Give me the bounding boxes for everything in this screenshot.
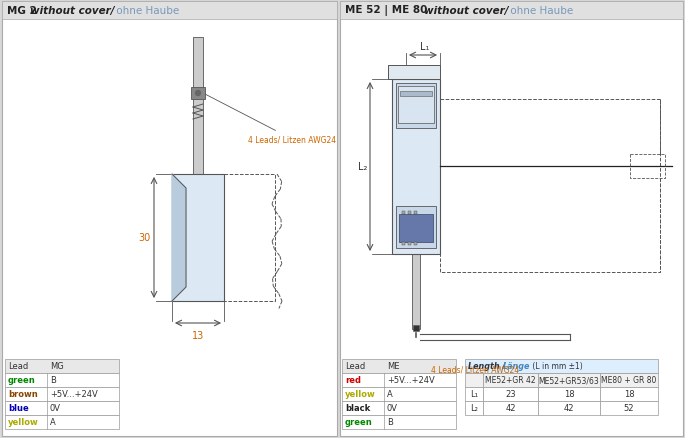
Text: 0V: 0V bbox=[387, 403, 398, 413]
Text: 42: 42 bbox=[564, 403, 574, 413]
Text: black: black bbox=[345, 403, 371, 413]
Bar bbox=[465, 373, 483, 387]
Text: ME80 + GR 80: ME80 + GR 80 bbox=[601, 376, 657, 385]
Text: 4 Leads/ Litzen AWG24: 4 Leads/ Litzen AWG24 bbox=[206, 95, 336, 144]
Bar bbox=[483, 401, 538, 415]
Text: 18: 18 bbox=[564, 390, 574, 399]
Bar bbox=[400, 92, 432, 97]
Polygon shape bbox=[172, 175, 186, 301]
Bar bbox=[193, 38, 203, 175]
Bar bbox=[388, 66, 440, 80]
Bar bbox=[340, 2, 683, 436]
Bar bbox=[465, 359, 658, 373]
Text: A: A bbox=[50, 417, 55, 427]
Text: MG 2: MG 2 bbox=[7, 6, 40, 16]
Text: yellow: yellow bbox=[345, 390, 376, 399]
Text: green: green bbox=[8, 376, 36, 385]
Text: ohne Haube: ohne Haube bbox=[507, 6, 573, 16]
Bar bbox=[408, 243, 411, 245]
Text: Lead: Lead bbox=[345, 362, 365, 371]
Bar bbox=[342, 359, 456, 373]
Text: yellow: yellow bbox=[8, 417, 39, 427]
Text: 4 Leads/ Litzen AWG24: 4 Leads/ Litzen AWG24 bbox=[431, 365, 519, 374]
Bar bbox=[398, 87, 434, 124]
Text: Länge: Länge bbox=[503, 362, 530, 371]
Bar bbox=[396, 207, 436, 248]
Bar bbox=[224, 175, 275, 301]
Text: L₁: L₁ bbox=[470, 390, 478, 399]
Text: ohne Haube: ohne Haube bbox=[113, 6, 179, 16]
Bar bbox=[483, 373, 538, 387]
Text: 30: 30 bbox=[139, 233, 151, 243]
Bar bbox=[342, 401, 456, 415]
Text: L₁: L₁ bbox=[421, 42, 429, 52]
Bar bbox=[172, 175, 224, 301]
Text: ME52+GR 42: ME52+GR 42 bbox=[485, 376, 536, 385]
Text: green: green bbox=[345, 417, 373, 427]
Bar bbox=[413, 325, 419, 331]
Text: ME52+GR53/63: ME52+GR53/63 bbox=[538, 376, 599, 385]
Text: brown: brown bbox=[8, 390, 38, 399]
Text: 23: 23 bbox=[505, 390, 516, 399]
Bar bbox=[5, 401, 119, 415]
Bar bbox=[342, 373, 456, 387]
Bar bbox=[342, 387, 456, 401]
Text: +5V...+24V: +5V...+24V bbox=[50, 390, 98, 399]
Bar bbox=[340, 2, 683, 20]
Bar bbox=[5, 373, 119, 387]
Bar bbox=[5, 359, 119, 373]
Text: red: red bbox=[345, 376, 361, 385]
Text: (L in mm ±1): (L in mm ±1) bbox=[530, 362, 583, 371]
Text: +5V...+24V: +5V...+24V bbox=[387, 376, 435, 385]
Bar bbox=[414, 212, 417, 215]
Text: B: B bbox=[50, 376, 56, 385]
Bar bbox=[538, 401, 600, 415]
Text: 52: 52 bbox=[624, 403, 634, 413]
Text: 42: 42 bbox=[506, 403, 516, 413]
Bar bbox=[396, 84, 436, 129]
Bar bbox=[412, 254, 420, 329]
Text: Length /: Length / bbox=[468, 362, 508, 371]
Bar bbox=[414, 243, 417, 245]
Bar bbox=[600, 401, 658, 415]
Bar bbox=[465, 401, 483, 415]
Text: 13: 13 bbox=[192, 330, 204, 340]
Bar bbox=[538, 373, 600, 387]
Bar bbox=[465, 387, 483, 401]
Bar bbox=[5, 415, 119, 429]
Bar bbox=[408, 212, 411, 215]
Text: A: A bbox=[387, 390, 393, 399]
Bar bbox=[483, 387, 538, 401]
Bar bbox=[440, 100, 660, 272]
Bar bbox=[402, 243, 405, 245]
Circle shape bbox=[195, 91, 201, 96]
Bar bbox=[2, 2, 337, 436]
Bar bbox=[600, 387, 658, 401]
Text: L₂: L₂ bbox=[470, 403, 478, 413]
Text: blue: blue bbox=[8, 403, 29, 413]
Text: L₂: L₂ bbox=[358, 162, 367, 172]
Bar bbox=[600, 373, 658, 387]
Text: 18: 18 bbox=[623, 390, 634, 399]
Bar bbox=[399, 215, 433, 243]
Bar bbox=[342, 415, 456, 429]
Text: without cover/: without cover/ bbox=[424, 6, 508, 16]
Text: without cover/: without cover/ bbox=[30, 6, 114, 16]
Text: Lead: Lead bbox=[8, 362, 28, 371]
Text: B: B bbox=[387, 417, 393, 427]
Bar bbox=[630, 155, 665, 179]
Bar bbox=[191, 88, 205, 100]
Text: ME 52 | ME 80: ME 52 | ME 80 bbox=[345, 6, 431, 17]
Bar bbox=[402, 212, 405, 215]
Bar bbox=[538, 387, 600, 401]
Text: MG: MG bbox=[50, 362, 64, 371]
Text: 0V: 0V bbox=[50, 403, 61, 413]
Text: ME: ME bbox=[387, 362, 399, 371]
Bar bbox=[392, 80, 440, 254]
Bar bbox=[2, 2, 337, 20]
Bar bbox=[5, 387, 119, 401]
